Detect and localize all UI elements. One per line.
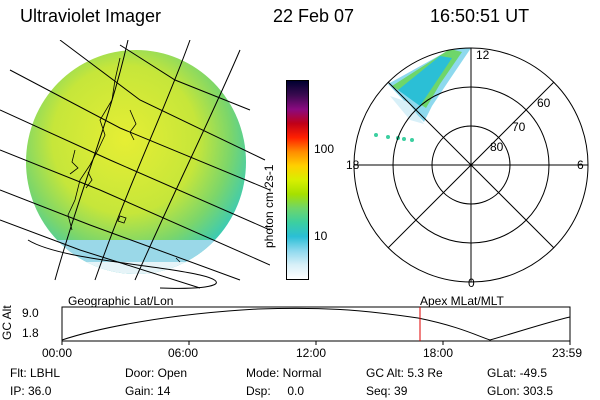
alt-ytick-high: 9.0 — [22, 306, 39, 320]
time-label: 16:50:51 UT — [430, 6, 530, 26]
instrument-title: Ultraviolet Imager — [20, 6, 162, 26]
polar-mlt-label-12: 12 — [476, 48, 490, 62]
info-glat: GLat: -49.5 — [487, 366, 548, 380]
alt-xtick-2359: 23:59 — [552, 346, 583, 360]
polar-lat-label-80: 80 — [490, 140, 504, 154]
altitude-plot — [61, 306, 571, 345]
info-flt: Flt: LBHL — [10, 366, 61, 380]
info-glon: GLon: 303.5 — [487, 384, 554, 398]
info-gc-alt: GC Alt: 5.3 Re — [366, 366, 443, 380]
info-seq: Seq: 39 — [366, 384, 408, 398]
colorbar-unit-label: photon cm-2s-1 — [262, 164, 276, 248]
polar-data-dots — [374, 133, 414, 142]
alt-ytick-low: 1.8 — [22, 326, 39, 340]
polar-lat-label-60: 60 — [537, 96, 551, 110]
geo-image-panel — [0, 40, 270, 289]
coastlines — [67, 57, 181, 263]
polar-plot — [353, 47, 589, 283]
polar-mlt-label-0: 0 — [468, 276, 475, 290]
colorbar — [286, 80, 309, 280]
alt-ylabel: GC Alt — [0, 305, 14, 340]
info-ip: IP: 36.0 — [10, 384, 52, 398]
polar-panel-label: Apex MLat/MLT — [420, 294, 504, 308]
altitude-curve — [61, 307, 571, 341]
alt-xtick-0600: 06:00 — [168, 346, 199, 360]
geo-panel-label: Geographic Lat/Lon — [68, 294, 174, 308]
colorbar-tick-100: 100 — [314, 142, 335, 156]
info-gain: Gain: 14 — [125, 384, 171, 398]
info-dsp: Dsp: 0.0 — [246, 384, 305, 398]
polar-mlt-label-18: 18 — [346, 158, 360, 172]
alt-xtick-1200: 12:00 — [296, 346, 327, 360]
alt-xtick-1800: 18:00 — [423, 346, 454, 360]
geo-grid — [0, 40, 270, 289]
colorbar-gradient — [287, 81, 308, 279]
date-label: 22 Feb 07 — [273, 6, 355, 26]
earth-disk — [26, 50, 246, 274]
info-mode: Mode: Normal — [246, 366, 322, 380]
polar-lat-label-70: 70 — [512, 120, 526, 134]
alt-ylabel-wrap: GC Alt — [0, 305, 20, 360]
colorbar-tick-10: 10 — [314, 229, 328, 243]
polar-mlt-label-6: 6 — [577, 158, 584, 172]
colorbar-unit-wrap: photon cm-2s-1 — [262, 165, 282, 268]
polar-grid — [353, 47, 589, 283]
alt-xtick-0000: 00:00 — [42, 346, 73, 360]
info-door: Door: Open — [125, 366, 188, 380]
